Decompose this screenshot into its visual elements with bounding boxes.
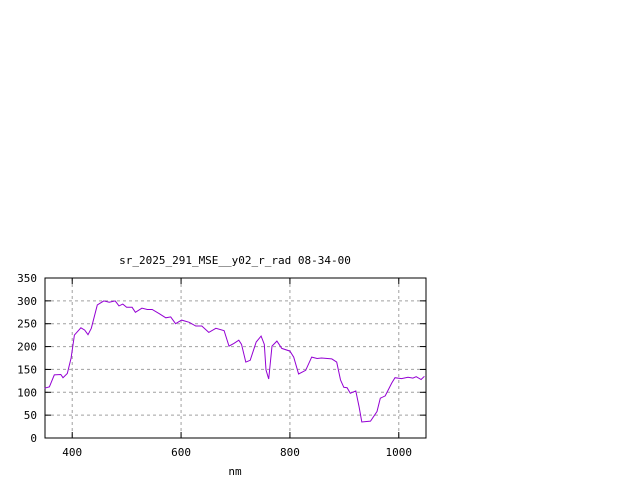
series-line	[44, 300, 425, 423]
y-tick-label: 350	[17, 272, 37, 285]
y-tick-label: 200	[17, 341, 37, 354]
x-tick-label: 800	[280, 446, 300, 459]
x-tick-label: 1000	[386, 446, 413, 459]
y-tick-label: 250	[17, 318, 37, 331]
chart-title: sr_2025_291_MSE__y02_r_rad 08-34-00	[119, 254, 351, 267]
ticks: 0 50 100 150 200 250 300 350 400 600 800 1000	[17, 272, 426, 459]
grid	[45, 278, 426, 438]
plot-frame	[44, 277, 427, 439]
y-tick-label: 0	[30, 432, 37, 445]
y-tick-label: 150	[17, 363, 37, 376]
x-tick-label: 600	[171, 446, 191, 459]
x-axis-label: nm	[228, 465, 242, 478]
x-tick-label: 400	[62, 446, 82, 459]
y-tick-label: 50	[24, 409, 37, 422]
y-tick-label: 100	[17, 386, 37, 399]
y-tick-label: 300	[17, 295, 37, 308]
